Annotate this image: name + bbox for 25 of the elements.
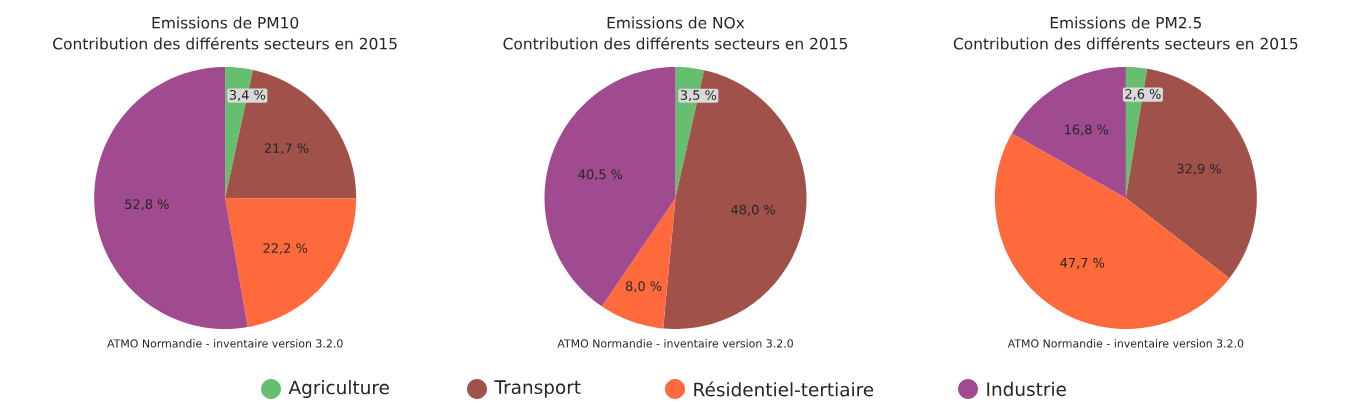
text: ATMO Normandie - inventaire version 3.2.0 [557,339,793,348]
data-label: 8,0 % [625,281,662,293]
chart-subtitle: Contribution des différents secteurs en 2015 [953,36,1298,50]
text: ATMO Normandie - inventaire version 3.2.0 [107,339,343,348]
chart-title: Emissions de NOx [607,16,745,29]
data-label: 52,8 % [125,199,169,211]
data-label: 3,4 % [229,90,266,102]
data-label: 3,5 % [680,90,717,102]
data-label: 40,5 % [578,169,623,181]
legend-label: Agriculture [288,380,389,398]
chart-title: Emissions de PM10 [152,16,299,29]
legend-label: Transport [494,380,581,398]
legend-label: Industrie [987,381,1066,397]
data-label: 22,2 % [263,243,308,255]
data-label: 16,8 % [1065,124,1109,136]
chart-title: Emissions de PM2.5 [1050,16,1202,29]
data-label: 2,6 % [1125,89,1161,101]
data-label: 32,9 % [1177,163,1221,175]
data-label: 21,7 % [264,143,309,155]
data-label: 47,7 % [1060,257,1105,269]
text: ATMO Normandie - inventaire version 3.2.0 [1007,339,1244,348]
chart-subtitle: Contribution des différents secteurs en 2015 [503,36,848,50]
data-label: 48,0 % [731,204,776,216]
chart-subtitle: Contribution des différents secteurs en 2015 [53,36,397,50]
legend-label: Résidentiel-tertiaire [694,381,874,397]
